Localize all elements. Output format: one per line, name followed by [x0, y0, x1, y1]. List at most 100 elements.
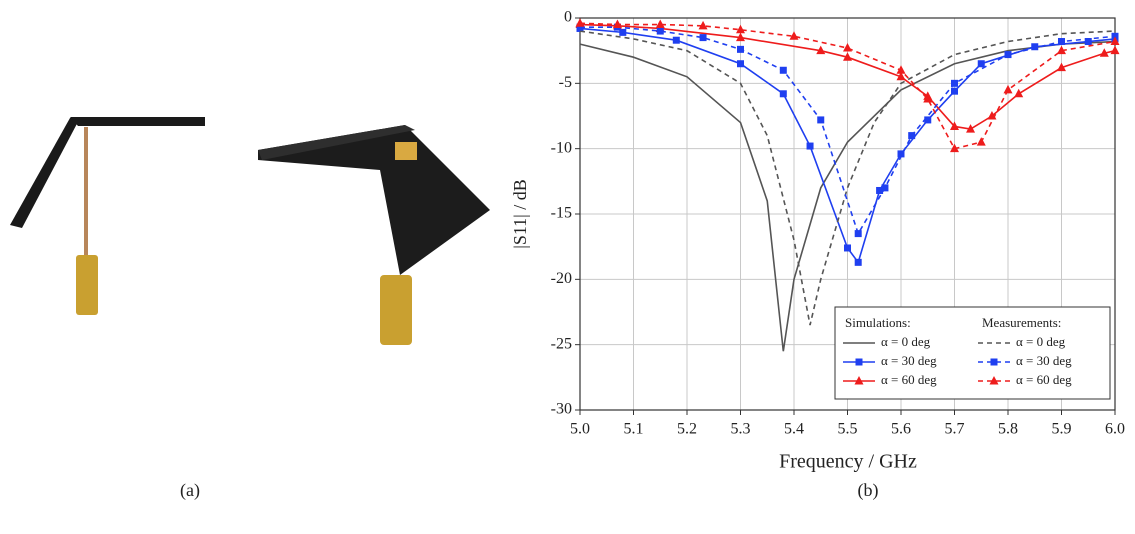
marker — [1058, 38, 1065, 46]
series-line — [579, 30, 1116, 326]
marker — [806, 142, 814, 150]
marker — [576, 23, 584, 31]
y-axis-label: |S11| / dB — [510, 179, 530, 249]
marker — [976, 137, 986, 146]
marker — [1003, 84, 1013, 94]
marker — [950, 121, 959, 130]
marker — [897, 150, 905, 158]
marker — [698, 20, 708, 30]
y-tick-label: -5 — [559, 74, 572, 91]
connector — [76, 255, 98, 315]
marker — [737, 45, 744, 53]
connector — [380, 275, 412, 345]
x-tick-label: 5.6 — [891, 421, 911, 438]
marker — [736, 32, 745, 42]
x-tick-label: 5.7 — [945, 421, 965, 438]
marker — [951, 79, 958, 87]
antenna-plate — [258, 125, 490, 275]
y-tick-label: -25 — [551, 335, 572, 352]
marker — [924, 116, 932, 124]
x-axis-label: Frequency / GHz — [779, 451, 917, 473]
marker — [923, 94, 933, 103]
plot-frame — [579, 17, 1116, 411]
series-line — [580, 26, 1116, 236]
marker — [1057, 62, 1066, 72]
y-tick-label: -15 — [551, 205, 572, 222]
marker — [1110, 45, 1120, 55]
marker — [844, 244, 851, 252]
marker — [816, 45, 826, 55]
marker — [908, 132, 916, 140]
legend-label: α = 60 deg — [881, 372, 937, 387]
marker — [672, 36, 680, 44]
marker — [655, 19, 665, 29]
marker — [1014, 88, 1024, 98]
marker — [854, 230, 862, 238]
marker — [1110, 36, 1120, 46]
marker — [1004, 51, 1012, 59]
legend-label: α = 0 deg — [1016, 334, 1066, 349]
legend-label: α = 0 deg — [881, 334, 931, 349]
marker — [990, 358, 998, 366]
marker — [656, 27, 664, 35]
marker — [843, 52, 852, 61]
marker — [1099, 48, 1109, 57]
marker — [1031, 43, 1039, 51]
legend-title: Simulations: — [845, 315, 911, 330]
marker — [575, 18, 585, 27]
marker — [854, 258, 862, 266]
legend-label: α = 30 deg — [881, 353, 937, 368]
marker — [855, 358, 863, 366]
marker — [966, 124, 976, 133]
x-tick-label: 5.1 — [624, 421, 644, 438]
feed-patch — [395, 142, 417, 160]
series-line — [579, 40, 1116, 352]
marker — [1084, 38, 1092, 46]
marker — [951, 87, 958, 95]
marker — [896, 71, 906, 81]
antenna-plate — [258, 125, 415, 160]
marker — [854, 376, 864, 385]
marker — [612, 19, 622, 29]
y-tick-label: -20 — [551, 270, 572, 287]
x-tick-label: 5.2 — [677, 421, 697, 438]
marker — [843, 43, 852, 52]
y-tick-label: -30 — [551, 401, 572, 418]
marker — [977, 60, 985, 68]
antenna-photos — [10, 117, 490, 345]
marker — [736, 24, 745, 34]
marker — [779, 66, 787, 74]
legend-label: α = 30 deg — [1016, 353, 1072, 368]
marker — [699, 34, 707, 42]
x-tick-label: 5.8 — [998, 421, 1018, 438]
marker — [789, 31, 799, 40]
marker — [876, 186, 884, 194]
x-tick-label: 5.3 — [731, 421, 751, 438]
marker — [737, 60, 744, 68]
x-tick-label: 6.0 — [1105, 421, 1125, 438]
marker — [1111, 32, 1119, 40]
marker — [817, 116, 825, 124]
legend-label: α = 60 deg — [1016, 372, 1072, 387]
x-tick-label: 5.0 — [570, 421, 590, 438]
y-tick-label: -10 — [551, 139, 572, 156]
antenna-plate — [10, 118, 80, 228]
legend-title: Measurements: — [982, 315, 1061, 330]
x-tick-label: 5.4 — [784, 421, 804, 438]
x-tick-label: 5.9 — [1052, 421, 1072, 438]
marker — [989, 376, 999, 385]
caption: (a) — [180, 480, 200, 501]
marker — [881, 184, 889, 192]
antenna-plate — [70, 117, 205, 126]
marker — [779, 90, 787, 98]
legend-box — [834, 306, 1111, 400]
marker — [619, 28, 627, 36]
marker — [950, 143, 959, 153]
y-tick-label: 0 — [564, 9, 572, 26]
series-line — [579, 22, 1116, 150]
caption: (b) — [858, 480, 879, 501]
x-tick-label: 5.5 — [838, 421, 858, 438]
marker — [1057, 45, 1066, 55]
marker — [896, 65, 906, 74]
